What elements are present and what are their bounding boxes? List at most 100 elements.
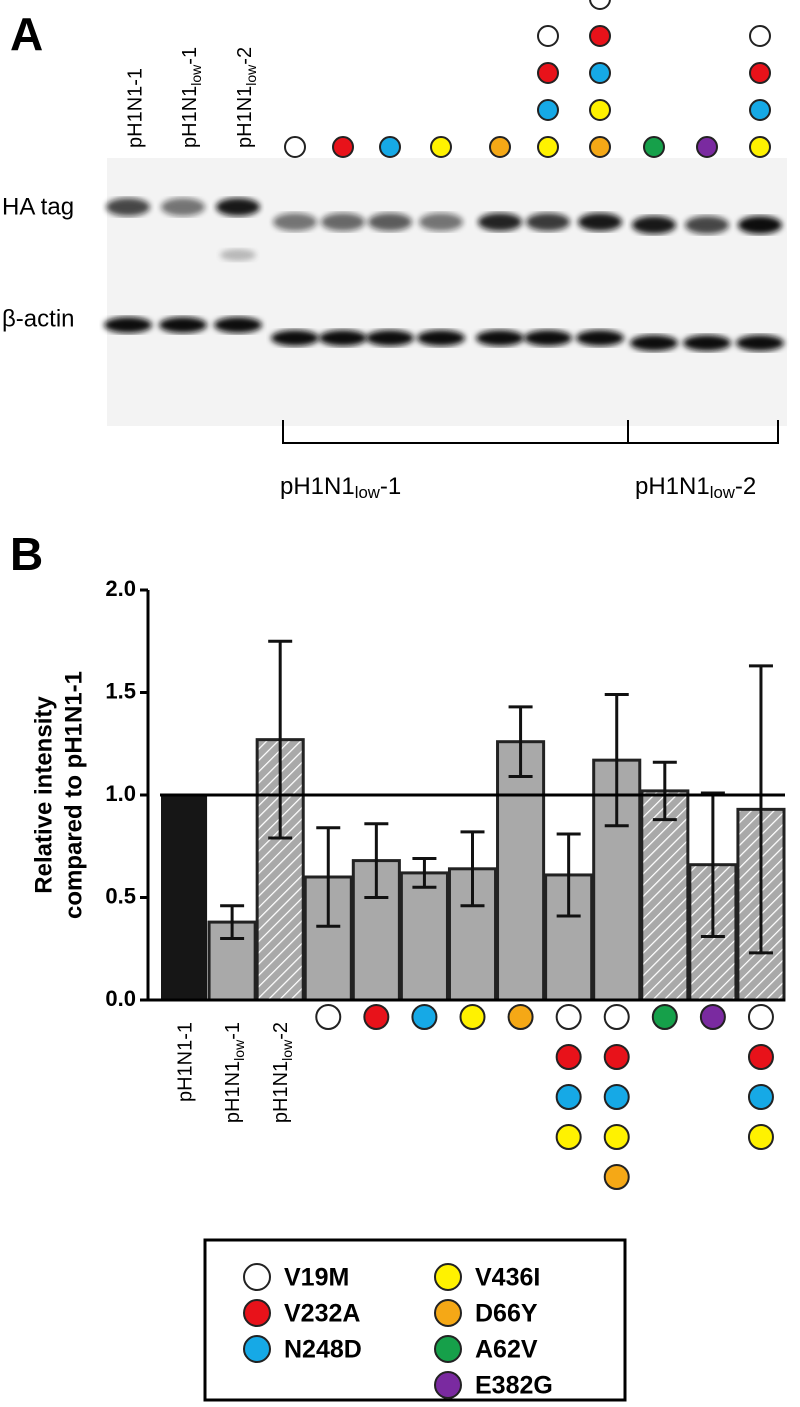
legend-label: E382G — [475, 1372, 553, 1400]
error-bar-line — [364, 822, 389, 899]
legend-swatch — [434, 1371, 462, 1399]
mutation-dot — [747, 1004, 774, 1030]
mutation-dot — [603, 1004, 630, 1030]
error-bar — [508, 705, 533, 779]
mutation-dot — [379, 136, 401, 158]
mutation-dot — [555, 1084, 582, 1110]
legend-label: N248D — [284, 1336, 362, 1364]
error-bar-line — [652, 760, 677, 822]
legend-label: V232A — [284, 1300, 360, 1328]
band — [220, 249, 256, 261]
lane-label: pH1N1low-1 — [179, 47, 203, 148]
actin-band — [683, 335, 731, 351]
lane-label: pH1N1low-2 — [234, 47, 258, 148]
legend-swatch — [243, 1299, 271, 1327]
group-label: pH1N1low-1 — [280, 473, 401, 502]
blot-membrane — [107, 158, 787, 426]
ha-band — [685, 216, 729, 234]
error-bar-line — [412, 857, 437, 889]
mutation-dot — [603, 1124, 630, 1150]
actin-band — [736, 335, 784, 351]
mutation-dot — [747, 1124, 774, 1150]
mutation-dot — [747, 1044, 774, 1070]
mutation-dot — [459, 1004, 486, 1030]
error-bar — [220, 904, 245, 940]
error-bar-line — [700, 791, 725, 938]
actin-band — [104, 317, 152, 333]
mutation-dot — [430, 136, 452, 158]
mutation-dot — [749, 99, 771, 121]
mutation-dot — [589, 136, 611, 158]
actin-band — [476, 330, 524, 346]
mutation-dot — [537, 62, 559, 84]
ha-band — [161, 198, 205, 216]
row-label: HA tag — [2, 193, 74, 220]
error-bar — [556, 832, 581, 918]
mutation-dot — [589, 99, 611, 121]
x-tick-label: pH1N1-1 — [174, 1022, 196, 1102]
legend-label: D66Y — [475, 1300, 538, 1328]
legend-swatch — [434, 1335, 462, 1363]
legend-label: V436I — [475, 1264, 540, 1292]
error-bar-line — [604, 693, 629, 828]
actin-band — [319, 330, 367, 346]
error-bar — [316, 826, 341, 928]
mutation-dot — [589, 25, 611, 47]
mutation-dot — [315, 1004, 342, 1030]
ha-band — [632, 216, 676, 234]
mutation-dot — [284, 136, 306, 158]
actin-band — [524, 330, 572, 346]
ha-band — [368, 213, 412, 231]
y-tick-label: 1.0 — [105, 781, 136, 806]
ha-band — [273, 213, 317, 231]
bar — [161, 795, 208, 1000]
error-bar-line — [220, 904, 245, 940]
mutation-dot — [555, 1004, 582, 1030]
x-tick-label: pH1N1low-1 — [222, 1022, 246, 1123]
group-label: pH1N1low-2 — [635, 473, 756, 502]
error-bar-line — [508, 705, 533, 779]
y-tick-label: 0.0 — [105, 986, 136, 1011]
row-label: β-actin — [2, 305, 75, 332]
legend-swatch — [434, 1299, 462, 1327]
actin-band — [214, 317, 262, 333]
mutation-dot — [507, 1004, 534, 1030]
mutation-dot — [332, 136, 354, 158]
mutation-dot — [699, 1004, 726, 1030]
error-bar — [412, 857, 437, 889]
ha-band — [321, 213, 365, 231]
legend-label: A62V — [475, 1336, 538, 1364]
actin-band — [576, 330, 624, 346]
error-bar — [652, 760, 677, 822]
mutation-dot — [696, 136, 718, 158]
ha-band — [578, 213, 622, 231]
y-tick-label: 2.0 — [105, 576, 136, 601]
y-tick-label: 0.5 — [105, 883, 136, 908]
legend-swatch — [243, 1263, 271, 1291]
error-bar-line — [556, 832, 581, 918]
mutation-dot — [555, 1044, 582, 1070]
legend-box — [203, 1238, 627, 1402]
actin-band — [366, 330, 414, 346]
mutation-dot — [555, 1124, 582, 1150]
mutation-dot — [603, 1164, 630, 1190]
bar — [399, 871, 449, 1002]
error-bar-line — [460, 830, 485, 908]
actin-band — [630, 335, 678, 351]
mutation-dot — [749, 62, 771, 84]
mutation-dot — [651, 1004, 678, 1030]
bar — [640, 789, 690, 1002]
legend-swatch — [243, 1335, 271, 1363]
error-bar-line — [748, 664, 773, 955]
mutation-dot — [603, 1084, 630, 1110]
error-bar — [700, 791, 725, 938]
bar — [496, 740, 546, 1002]
mutation-dot — [749, 136, 771, 158]
mutation-dot — [489, 136, 511, 158]
ha-band — [106, 198, 150, 216]
mutation-dot — [363, 1004, 390, 1030]
y-axis-label: compared to pH1N1-1 — [60, 671, 87, 919]
error-bar — [364, 822, 389, 899]
panel-label: A — [10, 8, 43, 60]
